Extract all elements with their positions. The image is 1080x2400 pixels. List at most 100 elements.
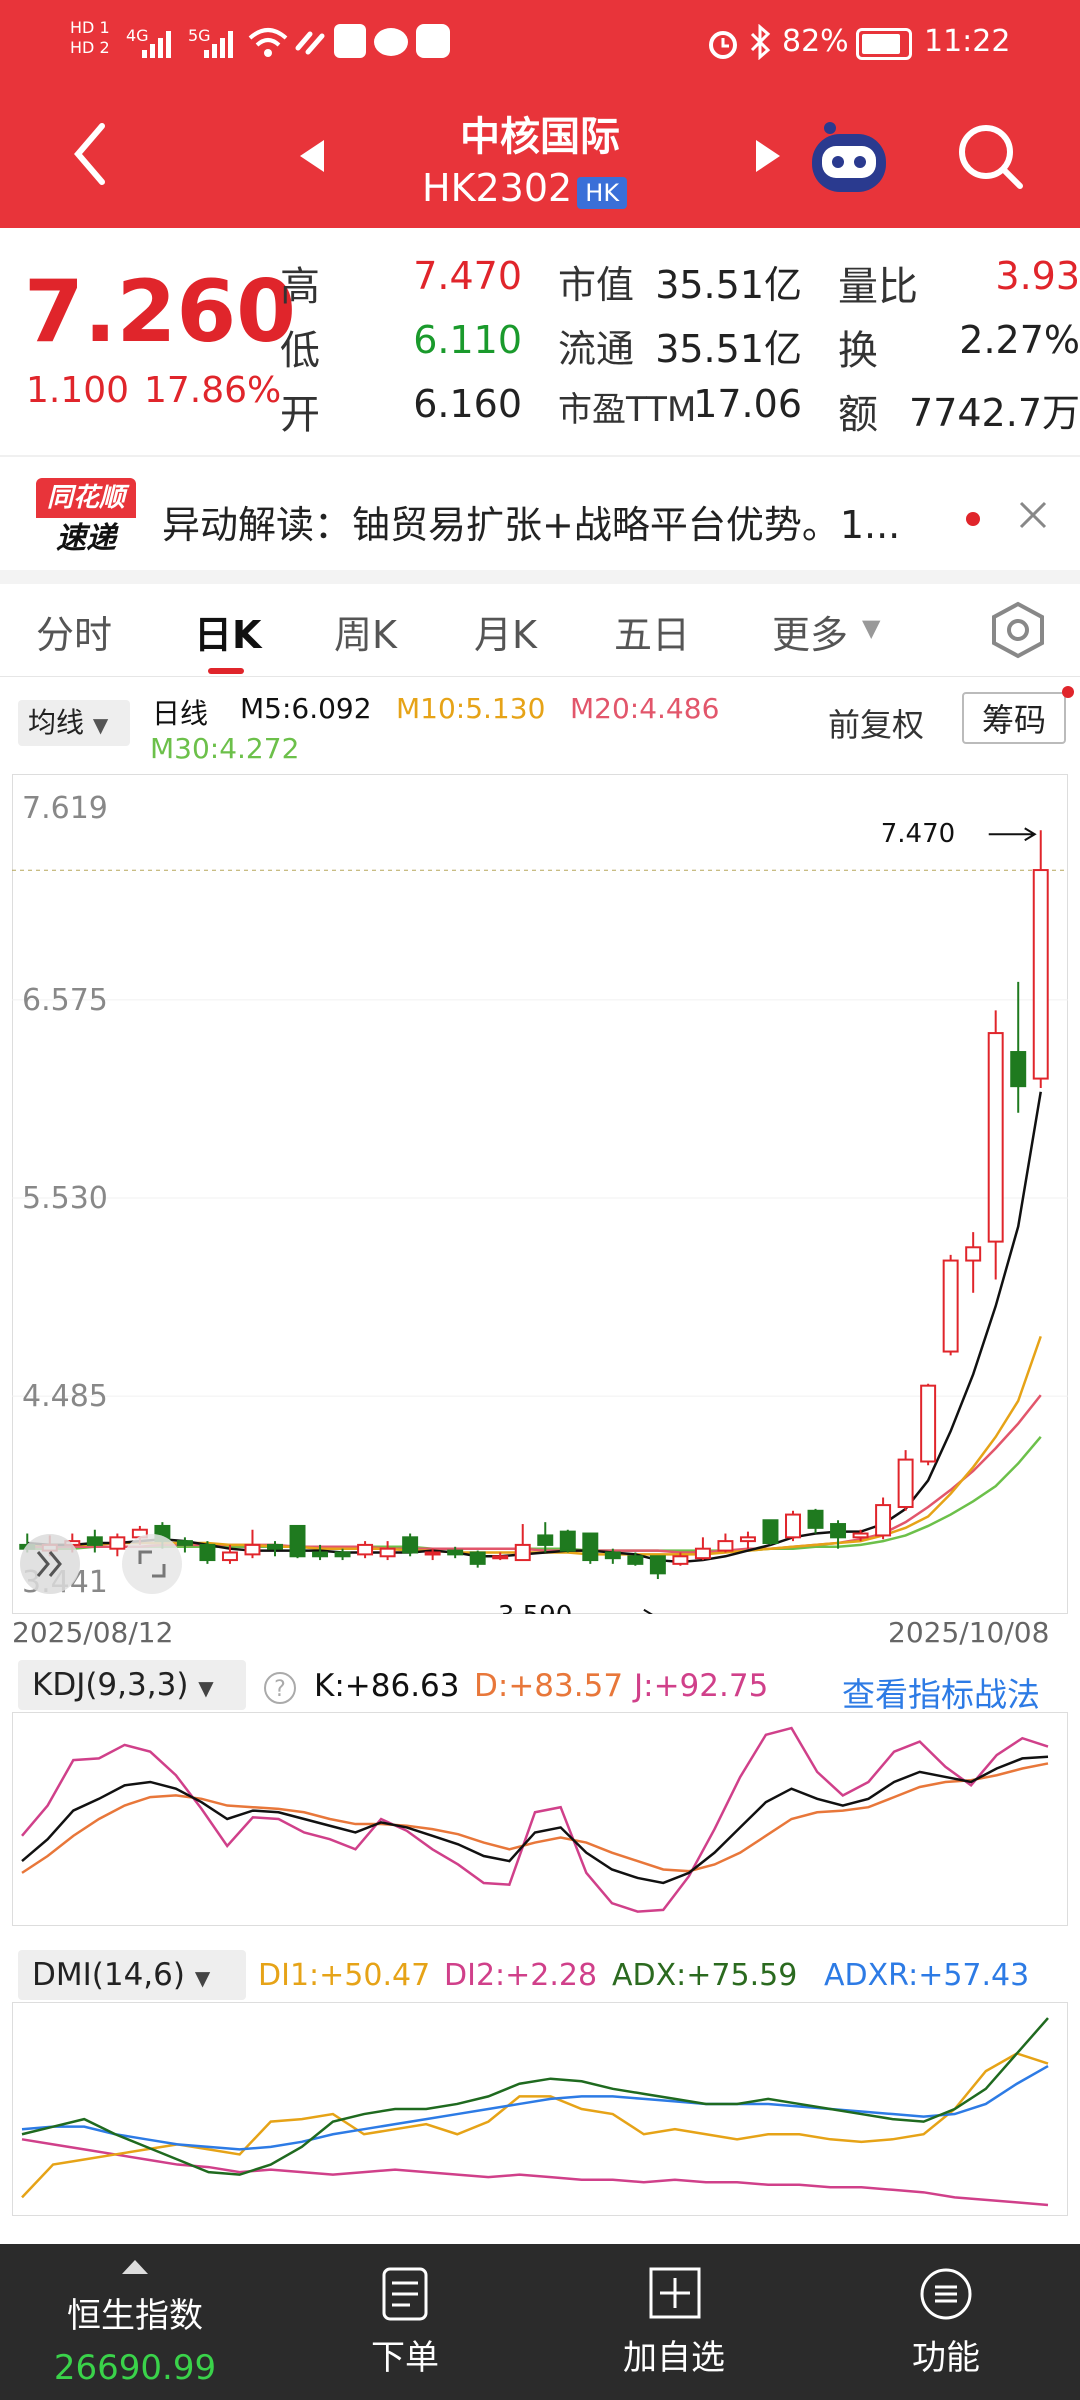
- add-watchlist-label[interactable]: 加自选: [623, 2338, 725, 2378]
- kdj-frame: [12, 1712, 1068, 1926]
- dmi-chart: [12, 2002, 1068, 2216]
- dmi-adxr: ADXR:+57.43: [824, 1958, 1030, 1993]
- signal-icon-2: [204, 31, 233, 58]
- search-icon[interactable]: [956, 122, 1026, 192]
- tab-3[interactable]: 月K: [474, 613, 537, 657]
- candle-body: [852, 1532, 869, 1539]
- candle-body: [942, 1259, 959, 1353]
- bluetooth-icon: [750, 24, 771, 60]
- ma10-value: M10:5.130: [396, 692, 546, 725]
- start-date: 2025/08/12: [12, 1616, 174, 1649]
- stat-label: 开: [280, 392, 320, 438]
- candle-body: [492, 1555, 509, 1560]
- app-header: HD 1 HD 2 4G 5G 82% 11:22 中核国际 HK2302: [0, 0, 1080, 228]
- ma20-value: M20:4.486: [570, 692, 720, 725]
- kdj-j: J:+92.75: [634, 1668, 769, 1704]
- tab-1[interactable]: 日K: [194, 613, 262, 657]
- help-icon[interactable]: ?: [262, 1670, 298, 1706]
- candle-body: [875, 1504, 892, 1537]
- section-gap: [0, 570, 1080, 584]
- next-stock-icon[interactable]: [754, 138, 782, 174]
- y-tick-label: 7.619: [22, 791, 108, 826]
- tab-4[interactable]: 五日: [614, 613, 691, 657]
- index-value: 26690.99: [53, 2348, 217, 2388]
- candle-body: [627, 1555, 644, 1565]
- stat-value: 35.51亿: [655, 263, 802, 307]
- last-price: 7.260: [24, 262, 297, 362]
- order-icon[interactable]: [380, 2266, 430, 2322]
- adjust-mode[interactable]: 前复权: [828, 706, 925, 744]
- index-name[interactable]: 恒生指数: [67, 2296, 203, 2336]
- ma-selector[interactable]: 均线 ▼: [18, 700, 130, 746]
- candle-body: [447, 1549, 464, 1556]
- kdj-k: K:+86.63: [314, 1668, 460, 1704]
- candle-body: [514, 1543, 531, 1562]
- candle-body: [469, 1551, 486, 1565]
- ma5-value: M5:6.092: [240, 692, 372, 725]
- back-arrow-icon[interactable]: [70, 122, 110, 186]
- chip-button[interactable]: 筹码: [962, 692, 1066, 744]
- dmi-di1-line: [21, 2052, 1049, 2199]
- stat-label: 量比: [838, 264, 918, 310]
- fullscreen-button[interactable]: [122, 1534, 182, 1594]
- price-change: 1.100: [26, 370, 130, 411]
- indicator-strategy-link[interactable]: 查看指标战法: [842, 1675, 1040, 1714]
- kdj-d-line: [21, 1762, 1049, 1874]
- candle-body: [672, 1555, 689, 1565]
- stat-value: 2.27%: [959, 318, 1080, 362]
- ma5-line: [27, 1091, 1042, 1564]
- fullscreen-icon: [138, 1550, 166, 1578]
- kdj-k-line: [21, 1755, 1049, 1885]
- dmi-frame: [12, 2002, 1068, 2216]
- candle-body: [86, 1536, 103, 1546]
- stock-code: HK2302: [422, 166, 573, 210]
- function-label[interactable]: 功能: [912, 2338, 980, 2378]
- tab-2[interactable]: 周K: [334, 613, 397, 657]
- settings-hexagon-icon[interactable]: [990, 600, 1046, 660]
- expand-up-icon[interactable]: [120, 2258, 150, 2276]
- candle-body: [897, 1458, 914, 1508]
- high-label: 7.470: [881, 819, 955, 849]
- stat-value: 7.470: [413, 254, 522, 298]
- candle-body: [312, 1551, 329, 1558]
- stat-value: 3.93: [995, 254, 1080, 298]
- ma-selector-label: 均线: [28, 706, 85, 739]
- candle-body: [604, 1551, 621, 1560]
- candle-body: [334, 1551, 351, 1558]
- stock-code-row: HK2302 HK: [422, 166, 628, 210]
- scroll-left-button[interactable]: [20, 1534, 80, 1594]
- tab-0[interactable]: 分时: [36, 613, 113, 657]
- add-watchlist-icon[interactable]: [648, 2266, 702, 2320]
- prev-stock-icon[interactable]: [298, 138, 326, 174]
- tab-5[interactable]: 更多: [772, 613, 849, 657]
- candle-body: [920, 1384, 937, 1463]
- candle-body: [559, 1530, 576, 1552]
- wifi-icon: [248, 28, 288, 57]
- signal-icon: [142, 31, 171, 58]
- order-label[interactable]: 下单: [371, 2338, 439, 2378]
- kdj-d: D:+83.57: [474, 1668, 624, 1704]
- signal-4g-label: 4G: [126, 26, 149, 45]
- candle-body: [244, 1543, 261, 1556]
- dmi-selector[interactable]: DMI(14,6) ▼: [18, 1950, 246, 2000]
- robot-assistant-icon[interactable]: [806, 116, 892, 196]
- store-icon: [416, 24, 450, 58]
- kdj-selector[interactable]: KDJ(9,3,3) ▼: [18, 1660, 246, 1710]
- alarm-icon: [709, 31, 737, 59]
- function-menu-icon[interactable]: [918, 2266, 974, 2322]
- news-headline[interactable]: 异动解读：铀贸易扩张+战略平台优势。1...: [162, 503, 901, 547]
- chart-frame: [12, 774, 1068, 1614]
- market-badge: HK: [577, 177, 628, 209]
- stat-value: 6.110: [413, 318, 522, 362]
- candle-body: [1032, 869, 1049, 1080]
- chevron-down-icon: ▼: [198, 1676, 214, 1700]
- stock-name: 中核国际: [460, 114, 620, 160]
- notify-dot: [1062, 686, 1074, 698]
- hd-indicator: HD 1 HD 2: [70, 18, 110, 57]
- stat-label: 换: [838, 328, 878, 374]
- y-tick-label: 6.575: [22, 983, 108, 1018]
- stat-label: 低: [280, 328, 320, 374]
- candle-body: [199, 1543, 216, 1562]
- close-icon[interactable]: [1018, 500, 1048, 530]
